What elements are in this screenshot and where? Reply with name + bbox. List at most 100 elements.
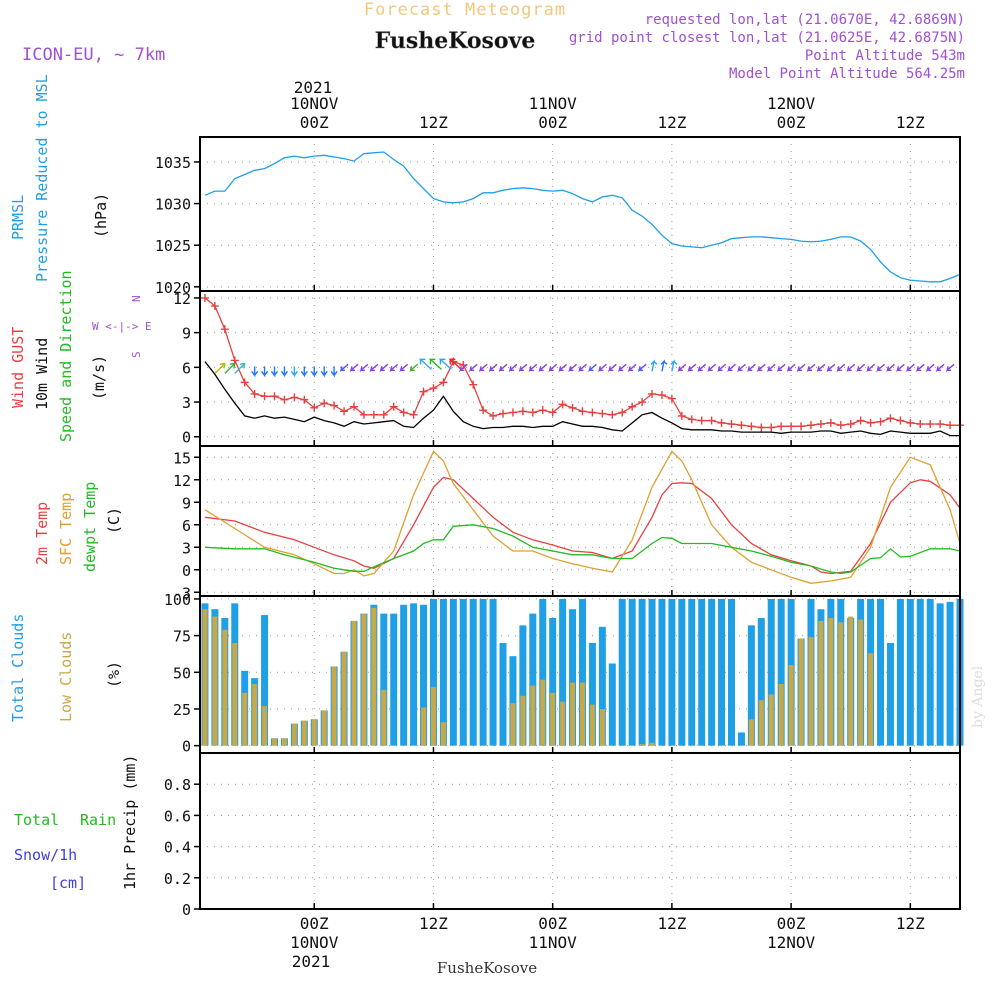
gust-marker bbox=[747, 422, 756, 431]
gust-marker bbox=[608, 410, 617, 419]
wind-arrow bbox=[498, 363, 508, 373]
total-cloud-bar bbox=[737, 732, 745, 746]
total-cloud-bar bbox=[420, 604, 428, 746]
low-cloud-bar bbox=[818, 620, 824, 746]
wind-arrow bbox=[261, 366, 269, 378]
precip-unit-label: 1hr Precip (mm) bbox=[121, 755, 139, 890]
total-cloud-bar bbox=[499, 642, 507, 746]
top-date-label: 12NOV bbox=[767, 94, 816, 113]
gust-marker bbox=[518, 407, 527, 416]
total-cloud-bar bbox=[708, 598, 716, 746]
gust-marker bbox=[340, 407, 349, 416]
wind-arrow bbox=[478, 363, 488, 373]
gust-marker bbox=[916, 420, 925, 429]
total-cloud-bar bbox=[877, 598, 885, 746]
clouds-ytick-label: 25 bbox=[173, 701, 191, 719]
wind-ytick-label: 12 bbox=[173, 290, 191, 308]
gust-marker bbox=[667, 394, 676, 403]
wind-arrow bbox=[234, 362, 246, 374]
gust-marker bbox=[489, 411, 498, 420]
low-cloud-bar bbox=[798, 638, 804, 746]
gust-marker bbox=[846, 420, 855, 429]
wind-arrow bbox=[508, 363, 518, 373]
wind-arrow bbox=[548, 363, 558, 373]
total-cloud-bar bbox=[410, 603, 418, 746]
pressure-line bbox=[204, 151, 961, 283]
model-point-altitude: Model Point Altitude 564.25m bbox=[729, 66, 965, 82]
wind-arrow bbox=[468, 363, 478, 373]
total-cloud-bar bbox=[400, 604, 408, 746]
wind-arrow bbox=[290, 366, 298, 378]
wind-arrow bbox=[677, 363, 687, 373]
wind-arrow bbox=[518, 363, 528, 373]
total-cloud-bar bbox=[390, 613, 398, 746]
precip-ytick-label: 0 bbox=[182, 901, 191, 919]
total-clouds-label: Total Clouds bbox=[9, 614, 27, 722]
wind-arrow bbox=[856, 363, 866, 373]
gust-marker bbox=[657, 391, 666, 400]
low-cloud-bar bbox=[301, 720, 307, 746]
precip-panel-frame bbox=[199, 752, 961, 910]
wind-arrow bbox=[737, 363, 746, 373]
gust-marker bbox=[856, 416, 865, 425]
low-cloud-bar bbox=[252, 684, 258, 746]
wind-arrow bbox=[428, 358, 442, 370]
low-cloud-bar bbox=[351, 620, 357, 746]
wind-arrow bbox=[627, 363, 637, 373]
wind-arrow bbox=[935, 363, 945, 373]
gust-marker bbox=[250, 389, 259, 398]
gust-marker bbox=[389, 402, 398, 411]
precip-ytick-label: 0.2 bbox=[164, 870, 191, 888]
gust-marker bbox=[687, 415, 696, 424]
gust-marker bbox=[757, 423, 766, 432]
wind-arrow bbox=[379, 363, 389, 373]
wind-arrow bbox=[409, 363, 419, 373]
wind-arrow bbox=[637, 363, 647, 373]
wind-arrow bbox=[945, 363, 955, 373]
total-cloud-bar bbox=[429, 598, 437, 746]
total-cloud-bar bbox=[529, 613, 537, 746]
gust-marker bbox=[737, 421, 746, 430]
low-cloud-bar bbox=[828, 618, 834, 746]
compass-we-label: W <-|-> E bbox=[92, 320, 152, 333]
gust-marker bbox=[439, 378, 448, 387]
wind-arrow bbox=[846, 363, 856, 373]
gust-marker bbox=[727, 420, 736, 429]
low-cloud-bar bbox=[589, 704, 595, 746]
rain-label: Rain bbox=[80, 811, 116, 829]
total-cloud-bar bbox=[380, 613, 388, 746]
wind-arrow bbox=[339, 363, 349, 373]
low-cloud-bar bbox=[272, 738, 278, 746]
gust-marker bbox=[568, 403, 577, 412]
total-cloud-bar bbox=[261, 615, 269, 746]
wind-10m-label: 10m Wind bbox=[33, 338, 51, 410]
wind-arrow bbox=[280, 366, 289, 378]
bottom-time-label: 00Z bbox=[777, 914, 806, 933]
wind-arrow bbox=[697, 363, 707, 373]
total-cloud-bar bbox=[598, 626, 606, 746]
temp-2m-label: 2m Temp bbox=[33, 502, 51, 565]
location-title: FusheKosove bbox=[375, 28, 536, 54]
wind-arrow bbox=[717, 363, 727, 373]
wind-ytick-label: 9 bbox=[182, 325, 191, 343]
wind-arrow bbox=[767, 363, 776, 373]
gust-marker bbox=[538, 406, 547, 415]
gust-marker bbox=[806, 421, 815, 430]
low-cloud-bar bbox=[808, 637, 814, 746]
gust-marker bbox=[429, 384, 438, 393]
wind-arrow bbox=[727, 363, 736, 373]
low-cloud-bar bbox=[858, 619, 864, 746]
dewpt-line bbox=[204, 524, 961, 575]
gust-marker bbox=[469, 380, 478, 389]
gust-marker bbox=[558, 400, 567, 409]
temp-ytick-label: 6 bbox=[182, 517, 191, 535]
total-cloud-bar bbox=[648, 598, 656, 746]
low-cloud-bar bbox=[381, 689, 387, 746]
gust-marker bbox=[886, 414, 895, 423]
low-cloud-bar bbox=[639, 744, 645, 746]
wind-unit-label: (m/s) bbox=[90, 355, 108, 400]
total-cloud-bar bbox=[777, 598, 785, 746]
gust-marker bbox=[419, 387, 428, 396]
wind-arrow bbox=[214, 362, 226, 374]
